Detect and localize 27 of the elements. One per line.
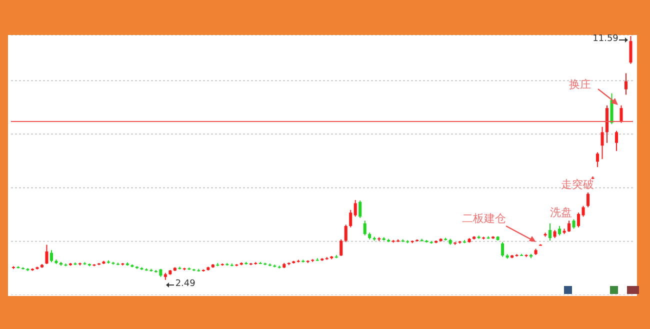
candlestick	[629, 35, 632, 64]
candlestick	[349, 209, 352, 228]
annotation: 洗盘	[550, 205, 572, 220]
annotation: 走突破	[561, 177, 594, 192]
candlestick	[340, 238, 343, 257]
candlestick	[577, 212, 580, 228]
candlestick	[615, 130, 618, 152]
candlestick	[596, 152, 600, 168]
annotation: 2.49	[175, 278, 196, 289]
candlestick	[624, 72, 628, 96]
candlestick	[363, 220, 366, 236]
candlestick	[558, 226, 562, 236]
annotation: 二板建仓	[462, 211, 506, 226]
candlestick	[586, 192, 590, 208]
candlestick	[50, 250, 53, 263]
candlestick	[354, 200, 357, 218]
candlestick	[620, 104, 623, 124]
annotation: 11.59	[592, 34, 618, 44]
candlestick	[501, 242, 504, 258]
candlestick	[344, 224, 348, 243]
candlestick	[548, 222, 552, 242]
candlestick	[358, 200, 362, 218]
candlestick	[582, 205, 585, 218]
candlestick	[45, 244, 48, 265]
candlestick	[572, 218, 576, 230]
annotation: 换庄	[569, 77, 591, 92]
candlestick	[600, 126, 604, 160]
